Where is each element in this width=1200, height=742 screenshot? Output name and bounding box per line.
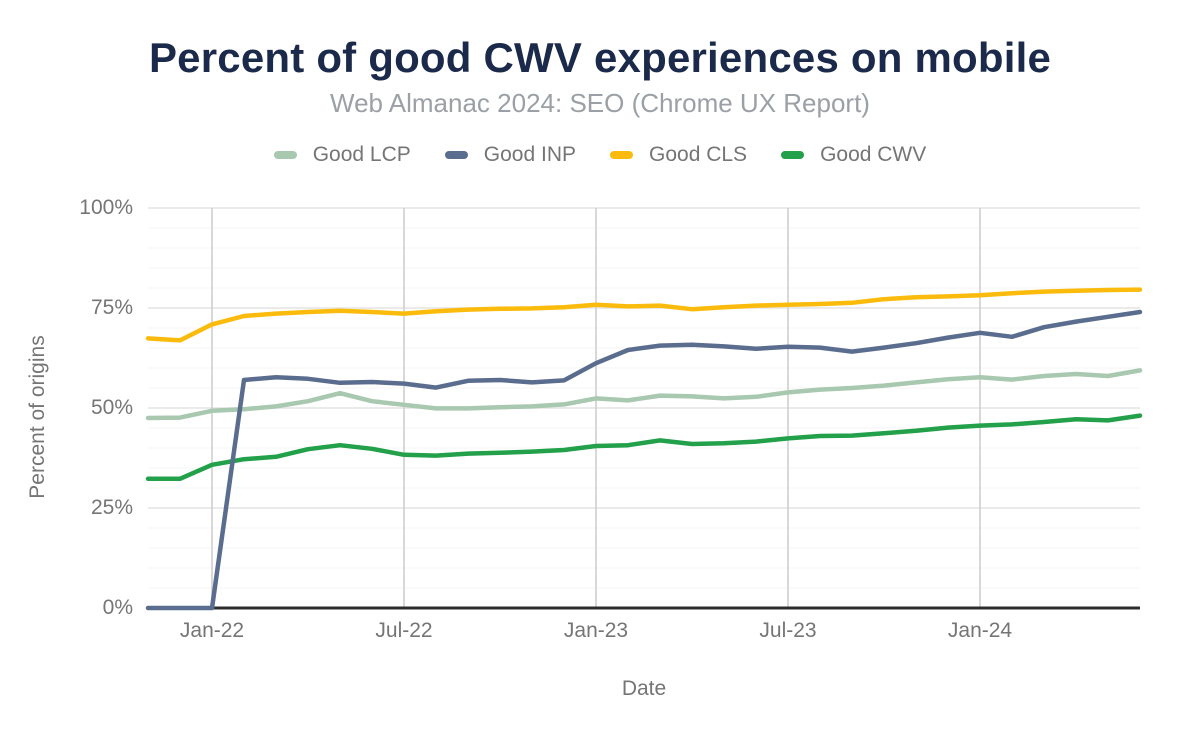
y-tick-label: 75% xyxy=(90,296,133,319)
legend-item-good-cls: Good CLS xyxy=(610,143,747,167)
legend-label: Good CWV xyxy=(820,143,927,166)
legend-item-good-cwv: Good CWV xyxy=(781,143,926,167)
y-tick-label: 0% xyxy=(102,596,133,619)
page-title: Percent of good CWV experiences on mobil… xyxy=(148,34,1052,81)
y-tick-label: 25% xyxy=(90,496,133,519)
x-tick-label: Jul-23 xyxy=(759,619,817,642)
y-tick-label: 50% xyxy=(90,396,133,419)
legend-label: Good INP xyxy=(483,143,576,166)
x-axis-title: Date xyxy=(621,677,667,700)
legend-swatch-good-cls xyxy=(610,151,633,159)
legend-item-good-lcp: Good LCP xyxy=(273,143,411,167)
legend-swatch-good-cwv xyxy=(781,151,805,159)
legend-item-good-inp: Good INP xyxy=(444,143,576,167)
line-good-cwv xyxy=(145,413,1143,482)
x-tick-label: Jul-22 xyxy=(375,619,433,642)
x-tick-label: Jan-24 xyxy=(947,619,1013,642)
line-good-inp xyxy=(145,309,1143,611)
x-tick-label: Jan-23 xyxy=(563,619,629,642)
y-axis-title: Percent of origins xyxy=(26,335,49,499)
line-good-lcp xyxy=(145,368,1143,421)
legend-swatch-good-lcp xyxy=(273,151,297,159)
x-tick-label: Jan-22 xyxy=(179,619,245,642)
legend-label: Good LCP xyxy=(312,143,411,166)
legend: Good LCP Good INP Good CLS Good CWV xyxy=(0,143,1200,167)
legend-swatch-good-inp xyxy=(444,151,468,159)
y-tick-label: 100% xyxy=(79,196,133,219)
legend-label: Good CLS xyxy=(649,143,748,166)
line-good-cls xyxy=(145,287,1143,343)
page-subtitle: Web Almanac 2024: SEO (Chrome UX Report) xyxy=(330,88,870,118)
